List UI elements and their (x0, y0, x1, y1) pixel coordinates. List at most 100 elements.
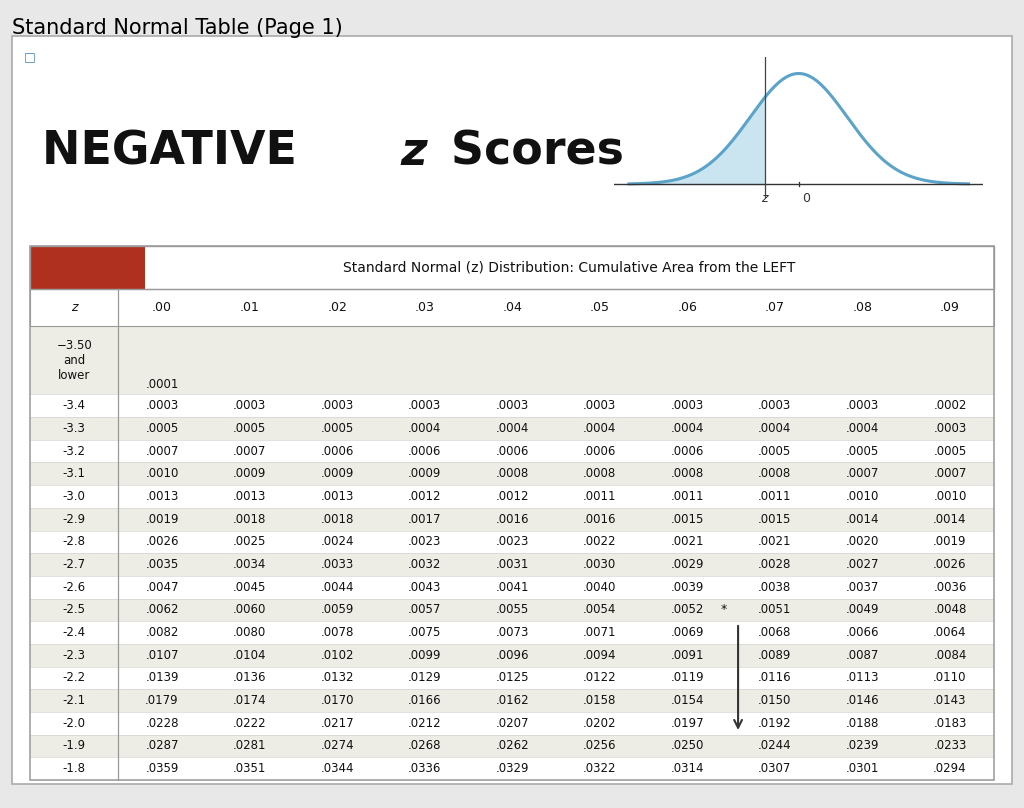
Text: .0036: .0036 (933, 581, 967, 594)
Text: .0003: .0003 (583, 399, 616, 412)
Text: .0019: .0019 (145, 512, 179, 526)
Text: .0104: .0104 (232, 649, 266, 662)
Text: .0004: .0004 (758, 422, 792, 435)
Text: .0281: .0281 (232, 739, 266, 752)
Text: -2.5: -2.5 (62, 604, 86, 617)
Text: -2.2: -2.2 (62, 671, 86, 684)
Text: .0174: .0174 (232, 694, 266, 707)
Text: .0004: .0004 (496, 422, 528, 435)
Text: .0014: .0014 (846, 512, 880, 526)
Text: .0004: .0004 (408, 422, 441, 435)
Text: .0011: .0011 (583, 490, 616, 503)
Text: .0048: .0048 (933, 604, 967, 617)
Text: .0014: .0014 (933, 512, 967, 526)
Text: .0062: .0062 (145, 604, 179, 617)
Text: .0044: .0044 (321, 581, 354, 594)
Bar (31, 289, 993, 326)
Text: .0010: .0010 (933, 490, 967, 503)
Text: .0143: .0143 (933, 694, 967, 707)
Text: .0322: .0322 (583, 762, 616, 775)
Text: .0212: .0212 (408, 717, 441, 730)
Text: .0052: .0052 (671, 604, 703, 617)
Text: .0099: .0099 (408, 649, 441, 662)
Text: .0038: .0038 (758, 581, 792, 594)
Text: .0021: .0021 (758, 536, 792, 549)
Text: .0080: .0080 (232, 626, 266, 639)
Text: .0307: .0307 (758, 762, 792, 775)
Text: .0018: .0018 (321, 512, 353, 526)
Text: .0007: .0007 (145, 444, 179, 457)
Text: .0068: .0068 (758, 626, 792, 639)
Text: .0170: .0170 (321, 694, 354, 707)
Text: .0033: .0033 (321, 558, 353, 571)
Text: .0003: .0003 (846, 399, 879, 412)
Text: .0005: .0005 (321, 422, 353, 435)
Bar (31, 576, 993, 599)
Text: .0024: .0024 (321, 536, 354, 549)
Text: .0022: .0022 (583, 536, 616, 549)
Text: .0351: .0351 (232, 762, 266, 775)
Text: .0008: .0008 (671, 467, 703, 480)
Text: .0010: .0010 (145, 467, 179, 480)
Text: and: and (63, 354, 85, 367)
Bar (31, 394, 993, 417)
Text: .0166: .0166 (408, 694, 441, 707)
Text: .0069: .0069 (671, 626, 705, 639)
Text: -2.8: -2.8 (62, 536, 86, 549)
Text: .0032: .0032 (408, 558, 441, 571)
Bar (31, 553, 993, 576)
Text: .0007: .0007 (232, 444, 266, 457)
Text: .0239: .0239 (846, 739, 880, 752)
Text: .0094: .0094 (583, 649, 616, 662)
Text: .08: .08 (852, 301, 872, 314)
Text: -2.9: -2.9 (62, 512, 86, 526)
Text: .0197: .0197 (671, 717, 705, 730)
Text: -1.9: -1.9 (62, 739, 86, 752)
Text: .0006: .0006 (671, 444, 703, 457)
Text: .0055: .0055 (496, 604, 528, 617)
Text: -2.7: -2.7 (62, 558, 86, 571)
Text: .0004: .0004 (583, 422, 616, 435)
Text: .0040: .0040 (583, 581, 616, 594)
Text: .0005: .0005 (145, 422, 178, 435)
Bar (31, 246, 993, 780)
Bar (31, 462, 993, 485)
Text: .02: .02 (327, 301, 347, 314)
Text: .0008: .0008 (496, 467, 528, 480)
Bar (31, 531, 993, 553)
Text: .0035: .0035 (145, 558, 178, 571)
Text: NEGATIVE: NEGATIVE (42, 130, 313, 175)
Text: .0001: .0001 (145, 377, 179, 391)
Text: .06: .06 (677, 301, 697, 314)
Text: .0003: .0003 (145, 399, 178, 412)
Text: .0012: .0012 (496, 490, 529, 503)
Text: .0217: .0217 (321, 717, 354, 730)
Text: .0018: .0018 (232, 512, 266, 526)
Text: .0287: .0287 (145, 739, 179, 752)
Text: .05: .05 (590, 301, 609, 314)
Text: .0041: .0041 (496, 581, 529, 594)
Text: .0089: .0089 (758, 649, 792, 662)
Text: .0005: .0005 (758, 444, 792, 457)
Text: .0268: .0268 (408, 739, 441, 752)
Text: .0002: .0002 (933, 399, 967, 412)
Text: .0274: .0274 (321, 739, 354, 752)
Text: .0049: .0049 (846, 604, 880, 617)
Text: .0146: .0146 (846, 694, 880, 707)
Text: .0087: .0087 (846, 649, 879, 662)
Text: .0006: .0006 (408, 444, 441, 457)
Text: .0008: .0008 (758, 467, 792, 480)
Bar (31, 667, 993, 689)
Text: .0179: .0179 (145, 694, 179, 707)
Bar (31, 485, 993, 507)
Text: .0034: .0034 (232, 558, 266, 571)
Text: -3.4: -3.4 (62, 399, 86, 412)
Text: .0008: .0008 (583, 467, 616, 480)
Text: .0084: .0084 (933, 649, 967, 662)
Bar (31, 440, 993, 462)
Text: .0294: .0294 (933, 762, 967, 775)
Text: -3.3: -3.3 (62, 422, 86, 435)
Text: .0122: .0122 (583, 671, 616, 684)
Text: .0064: .0064 (933, 626, 967, 639)
Text: .0102: .0102 (321, 649, 354, 662)
